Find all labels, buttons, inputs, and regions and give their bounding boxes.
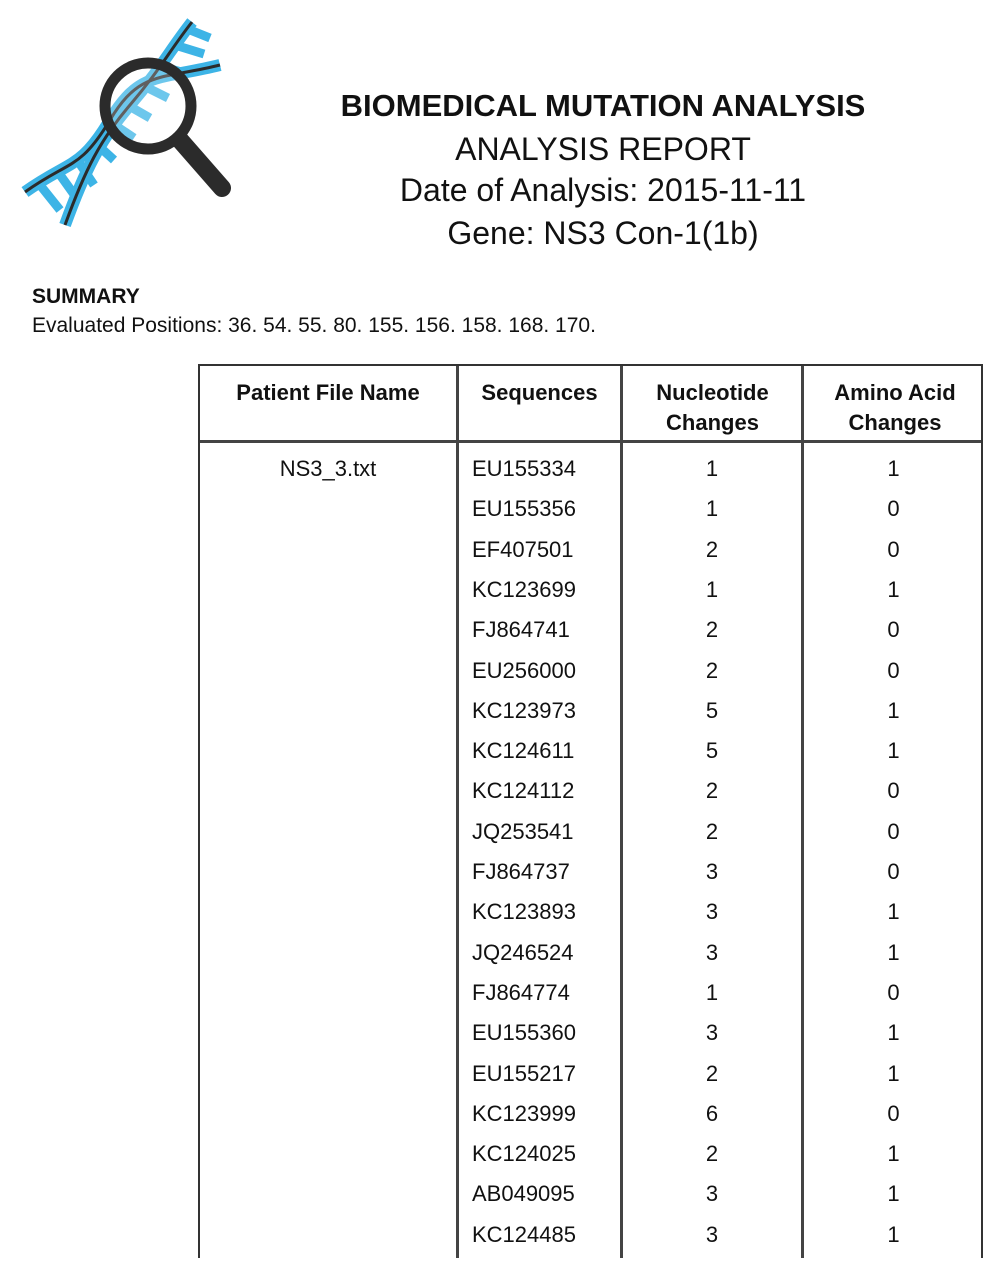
sequence-id: KC124112 <box>472 778 575 804</box>
nucleotide-changes: 3 <box>705 939 719 965</box>
sequence-id: KC123999 <box>472 1100 576 1126</box>
sequence-id: FJ864737 <box>472 859 570 884</box>
column-divider <box>620 366 623 1258</box>
amino-acid-changes: 0 <box>887 496 900 522</box>
nucleotide-changes: 6 <box>705 1100 719 1126</box>
column-header-amino-acid: Amino Acid Changes <box>834 380 956 435</box>
nucleotide-changes: 2 <box>705 778 719 804</box>
nucleotide-changes: 2 <box>705 1060 719 1086</box>
sequence-id: EU155334 <box>472 456 576 481</box>
evaluated-positions: Evaluated Positions: 36. 54. 55. 80. 155… <box>32 314 596 337</box>
amino-acid-changes: 0 <box>887 617 900 643</box>
amino-acid-changes: 0 <box>887 859 900 884</box>
nucleotide-changes: 2 <box>705 536 719 562</box>
amino-acid-changes: 1 <box>887 899 900 925</box>
sequence-id: JQ246524 <box>472 939 574 965</box>
report-subtitle: ANALYSIS REPORT <box>455 131 751 167</box>
nucleotide-changes: 1 <box>705 456 719 481</box>
amino-acid-changes: 1 <box>887 576 900 602</box>
sequence-id: KC124025 <box>472 1141 576 1167</box>
results-table: Patient File Name Sequences Nucleotide C… <box>198 364 983 1258</box>
column-divider <box>456 366 459 1258</box>
column-divider <box>801 366 804 1258</box>
analysis-date: Date of Analysis: 2015-11-11 <box>399 172 807 208</box>
nucleotide-changes: 1 <box>705 979 719 1005</box>
sequence-id: EU155356 <box>472 496 576 522</box>
dna-magnifier-icon <box>21 18 231 228</box>
nucleotide-changes: 3 <box>705 1020 719 1046</box>
sequence-id: KC123699 <box>472 576 576 602</box>
nucleotide-changes: 3 <box>705 859 719 884</box>
nucleotide-changes: 2 <box>705 657 719 683</box>
sequence-id: EF407501 <box>472 536 574 562</box>
nucleotide-changes: 2 <box>705 1141 719 1167</box>
sequence-id: KC124611 <box>472 738 575 764</box>
sequence-id: FJ864741 <box>472 617 570 643</box>
nucleotide-changes: 5 <box>705 738 719 764</box>
nucleotide-changes: 1 <box>705 496 719 522</box>
amino-acid-changes: 0 <box>887 979 900 1005</box>
column-header-sequences: Sequences <box>481 380 598 405</box>
column-header-patient-file: Patient File Name <box>236 380 420 405</box>
nucleotide-changes: 5 <box>705 697 719 723</box>
amino-acid-changes: 1 <box>887 1020 900 1046</box>
sequence-id: JQ253541 <box>472 818 574 844</box>
nucleotide-changes: 2 <box>705 818 719 844</box>
summary-heading: SUMMARY <box>32 285 140 308</box>
sequence-id: EU155360 <box>472 1020 576 1046</box>
sequence-id: KC124485 <box>472 1221 576 1247</box>
amino-acid-changes: 0 <box>887 778 900 804</box>
amino-acid-changes: 0 <box>887 657 900 683</box>
sequence-id: AB049095 <box>472 1181 575 1207</box>
column-header-nucleotide: Nucleotide Changes <box>656 380 769 435</box>
nucleotide-changes: 1 <box>705 576 719 602</box>
amino-acid-changes: 1 <box>887 1060 900 1086</box>
sequence-id: KC123893 <box>472 899 576 925</box>
amino-acid-changes: 1 <box>887 1181 900 1207</box>
gene-name: Gene: NS3 Con-1(1b) <box>447 215 759 251</box>
sequence-id: KC123973 <box>472 697 576 723</box>
amino-acid-changes: 1 <box>887 939 900 965</box>
amino-acid-changes: 1 <box>887 1221 900 1247</box>
header-divider <box>200 440 981 443</box>
nucleotide-changes: 3 <box>705 899 719 925</box>
sequence-id: FJ864774 <box>472 979 570 1005</box>
amino-acid-changes: 1 <box>887 1141 900 1167</box>
amino-acid-changes: 0 <box>887 1100 900 1126</box>
report-title: BIOMEDICAL MUTATION ANALYSIS <box>340 88 866 123</box>
amino-acid-changes: 0 <box>887 818 900 844</box>
nucleotide-changes: 3 <box>705 1221 719 1247</box>
amino-acid-changes: 1 <box>887 738 900 764</box>
nucleotide-changes: 2 <box>705 617 719 643</box>
amino-acid-changes: 1 <box>887 456 900 481</box>
sequence-id: EU155217 <box>472 1060 576 1086</box>
sequence-id: EU256000 <box>472 657 576 683</box>
patient-file-name: NS3_3.txt <box>279 456 377 481</box>
amino-acid-changes: 0 <box>887 536 900 562</box>
nucleotide-changes: 3 <box>705 1181 719 1207</box>
amino-acid-changes: 1 <box>887 697 900 723</box>
